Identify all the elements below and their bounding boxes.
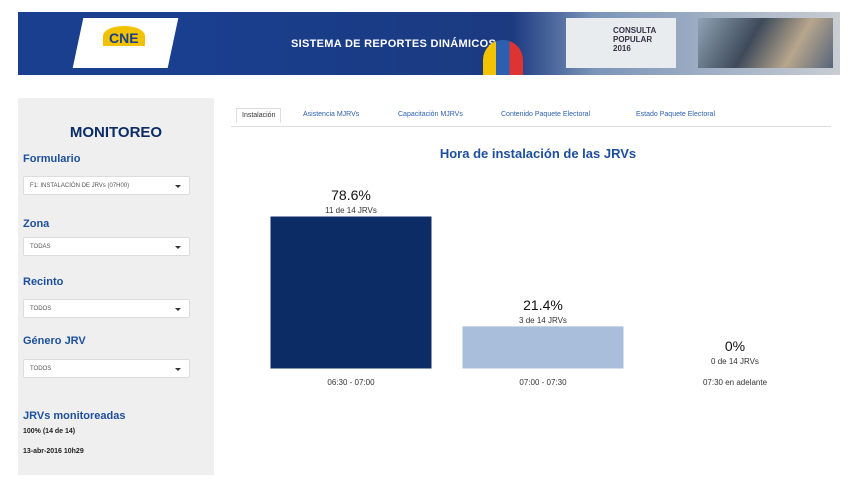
filter-label: Recinto — [23, 276, 64, 288]
value-label: 21.4% — [523, 297, 563, 313]
summary-date: 13-abr-2016 10h29 — [23, 448, 84, 455]
filter-label: Zona — [23, 218, 50, 230]
x-tick-label: 06:30 - 07:00 — [327, 378, 375, 387]
chart-title: Hora de instalación de las JRVs — [440, 146, 636, 161]
header: CNE SISTEMA DE REPORTES DINÁMICOS CONSUL… — [18, 12, 840, 75]
tab[interactable]: Contenido Paquete Electoral — [501, 111, 591, 118]
bar — [462, 326, 624, 369]
photo-collage — [698, 18, 833, 68]
tab[interactable]: Capacitación MJRVs — [398, 111, 463, 118]
tab[interactable]: Instalación — [236, 108, 282, 123]
filter-label: Género JRV — [23, 335, 86, 347]
filter-select[interactable]: F1: INSTALACIÓN DE JRVs (07H00) — [23, 176, 190, 195]
tab-rule — [231, 126, 831, 127]
value-label: 0% — [725, 338, 745, 354]
value-label: 78.6% — [331, 187, 371, 203]
logo: CNE — [103, 26, 145, 46]
filter-select[interactable]: TODOS — [23, 299, 190, 318]
value-annotation: 0 de 14 JRVs — [711, 357, 759, 366]
value-annotation: 11 de 14 JRVs — [325, 206, 377, 215]
badge-box — [566, 18, 676, 68]
sidebar-title: MONITOREO — [69, 124, 163, 141]
header-graphic — [483, 40, 523, 75]
sidebar — [18, 98, 214, 475]
filter-select[interactable]: TODAS — [23, 237, 190, 256]
header-title: SISTEMA DE REPORTES DINÁMICOS — [291, 38, 497, 50]
badge-line: POPULAR — [613, 35, 653, 44]
filter-select[interactable]: TODOS — [23, 359, 190, 378]
summary-label: JRVs monitoreadas — [23, 410, 126, 422]
tab[interactable]: Estado Paquete Electoral — [636, 111, 715, 118]
bar — [270, 216, 432, 369]
value-annotation: 3 de 14 JRVs — [519, 316, 567, 325]
badge-line: CONSULTA — [613, 26, 657, 35]
tab[interactable]: Asistencia MJRVs — [303, 111, 360, 118]
summary-value: 100% (14 de 14) — [23, 428, 76, 435]
x-tick-label: 07:30 en adelante — [703, 378, 768, 387]
badge: CONSULTA POPULAR 2016 — [613, 26, 656, 53]
badge-line: 2016 — [613, 44, 631, 53]
filter-label: Formulario — [23, 153, 81, 165]
x-tick-label: 07:00 - 07:30 — [519, 378, 567, 387]
